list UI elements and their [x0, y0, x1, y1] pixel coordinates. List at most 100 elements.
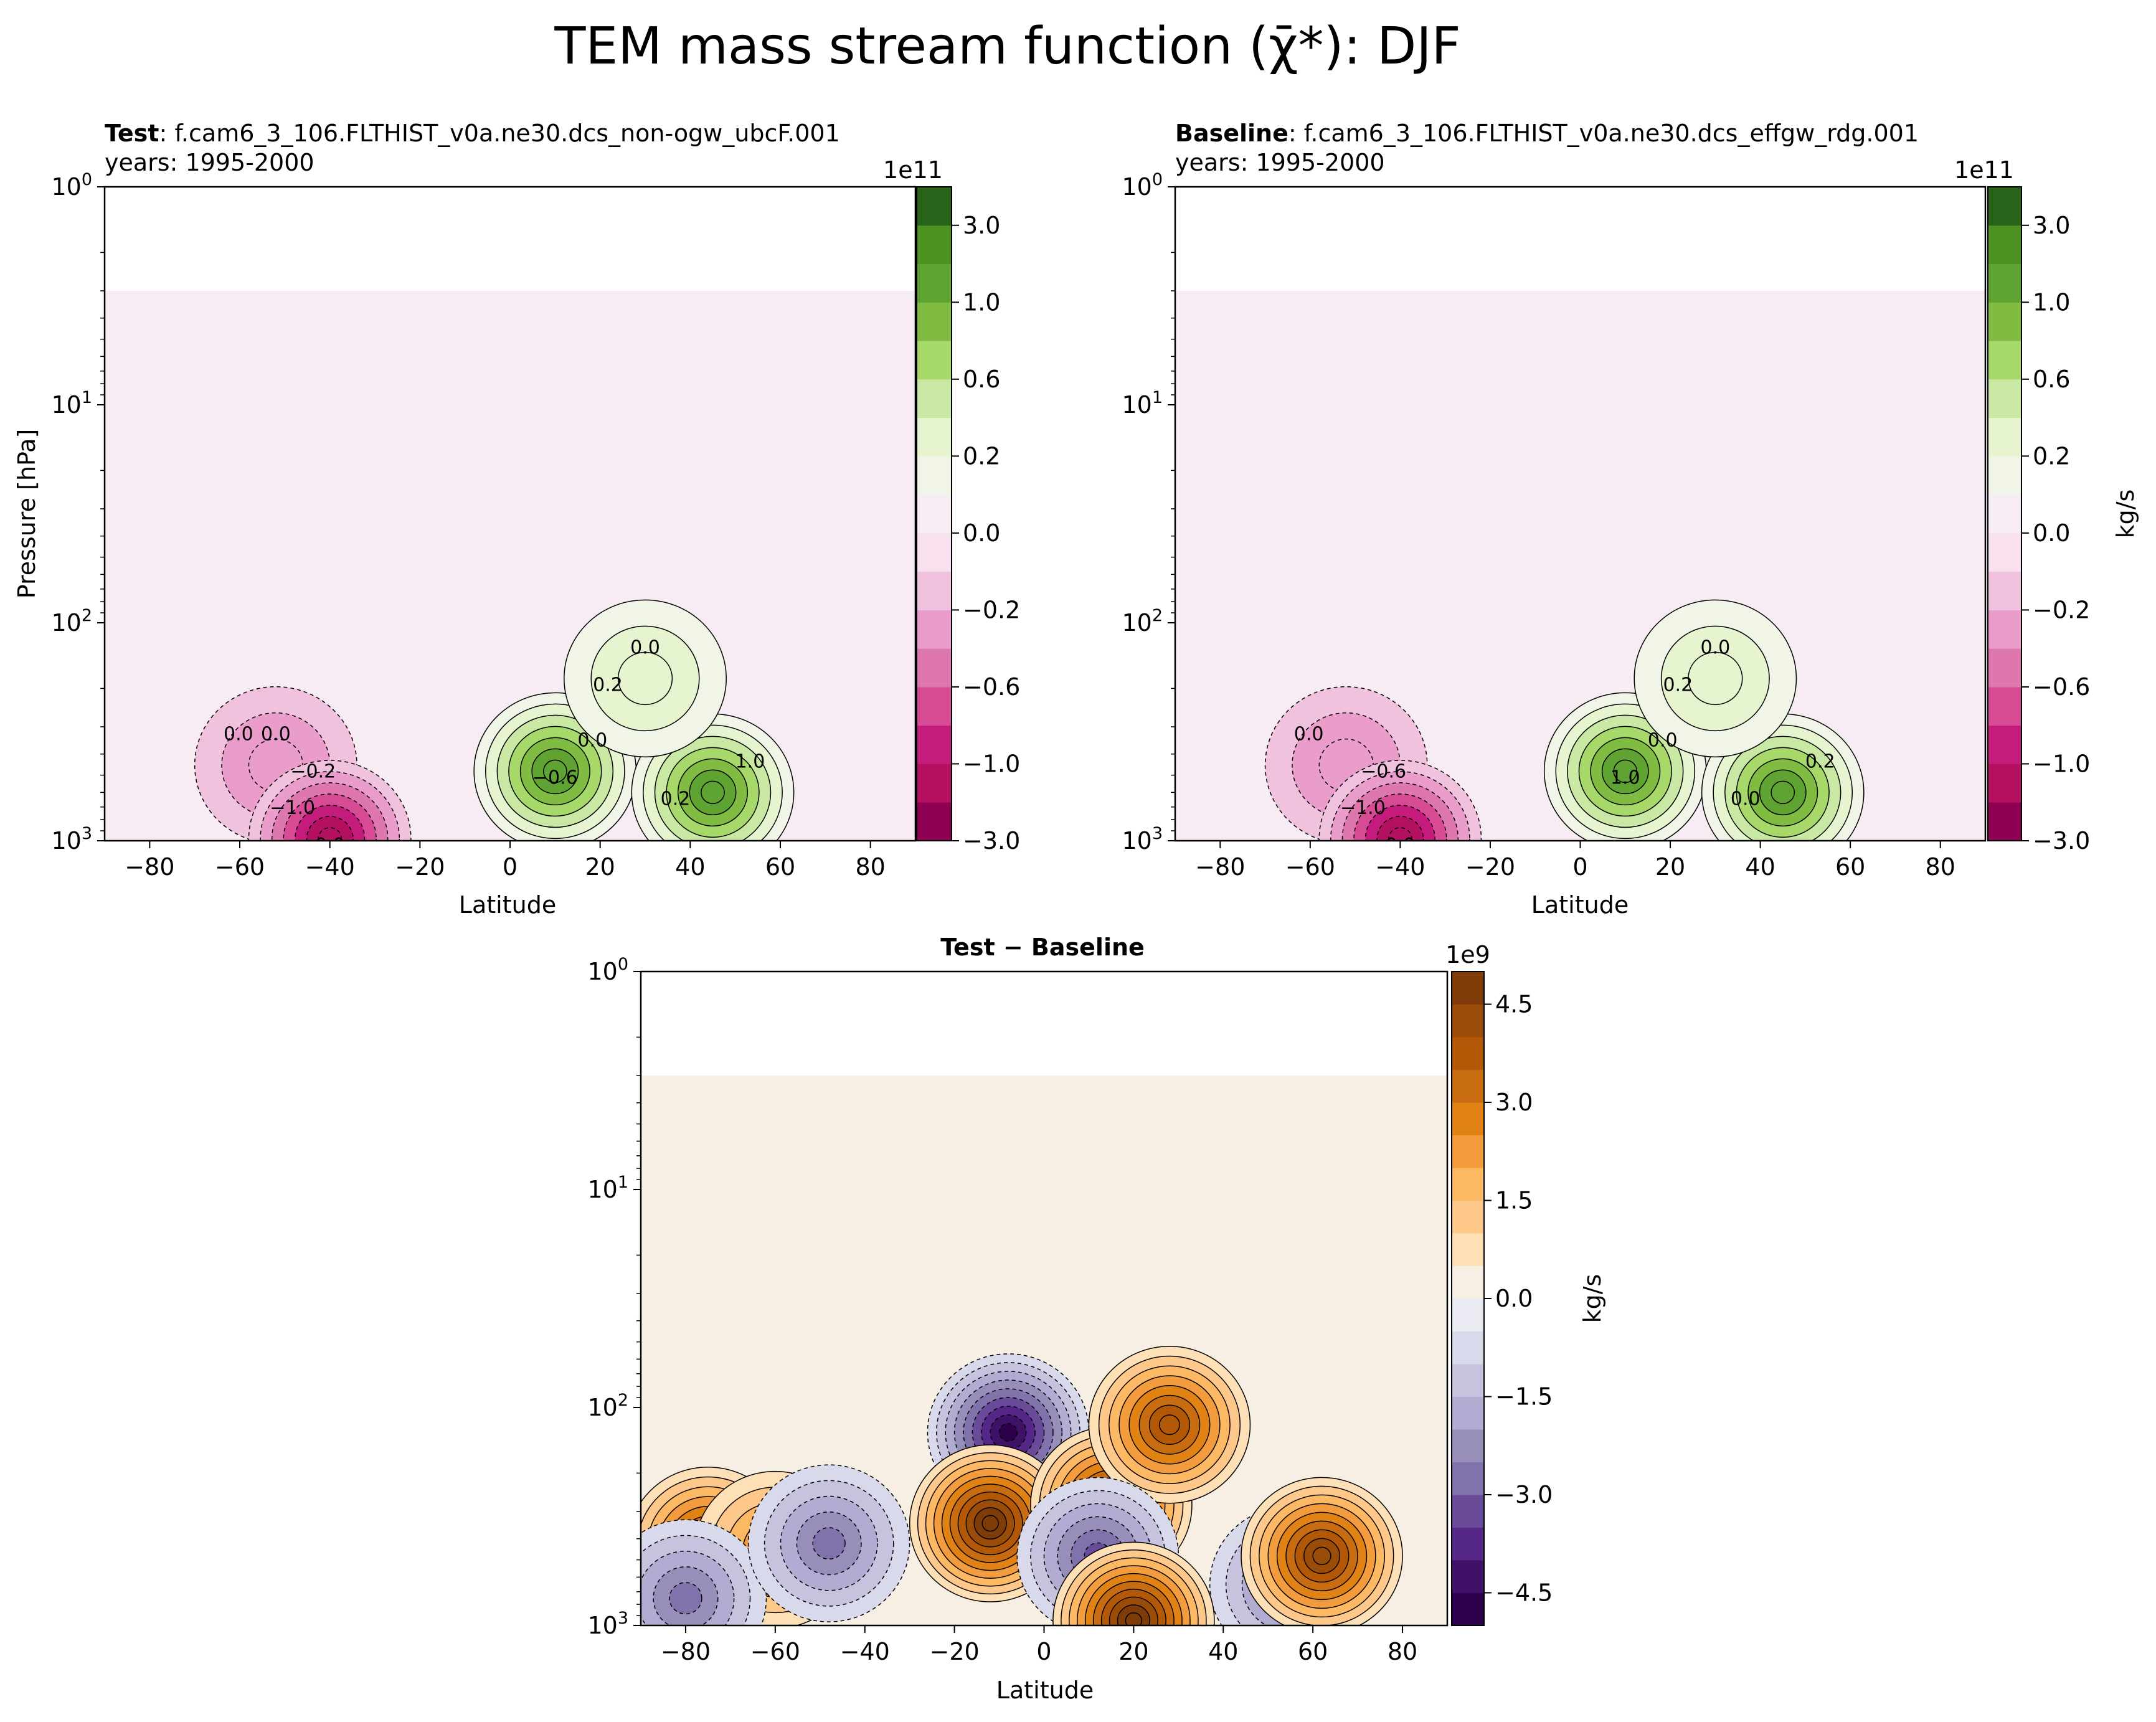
test-contour-mark [542, 759, 567, 783]
test-colorbar-tick-label: 1.0 [963, 288, 1000, 316]
test-colorbar-segment [917, 686, 952, 726]
baseline-contour-label: 0.0 [1700, 636, 1730, 658]
test-ytick-label: 101 [51, 388, 92, 419]
test-ytick-label: 102 [51, 606, 92, 636]
baseline-colorbar-tick-label: 0.0 [2033, 519, 2070, 547]
baseline-contour-mark [1688, 651, 1743, 706]
difference-panel-title: Test − Baseline [940, 934, 1145, 961]
baseline-contour-label: 0.0 [1386, 835, 1416, 856]
test-colorbar-tick-label: −3.0 [963, 827, 1020, 854]
baseline-contour-label: 0.2 [1805, 750, 1835, 772]
difference-contour-mark [981, 1515, 999, 1532]
difference-colorbar-tick-label: −1.5 [1495, 1383, 1553, 1411]
test-xtick-label: −20 [395, 853, 445, 881]
test-panel-years: years: 1995-2000 [105, 149, 314, 176]
difference-colorbar-segment [1452, 1233, 1484, 1266]
baseline-contour-label: −1.0 [1340, 797, 1386, 819]
baseline-contour-mark [1388, 827, 1412, 841]
baseline-xtick-label: −20 [1465, 853, 1515, 881]
test-contour-label: 0.2 [593, 674, 623, 696]
difference-colorbar-tick-label: 4.5 [1495, 991, 1533, 1018]
difference-colorbar-segment [1452, 1462, 1484, 1495]
baseline-colorbar-tick-label: −0.2 [2033, 596, 2090, 623]
test-contour-label: 0.0 [577, 729, 607, 751]
test-colorbar-segment [917, 802, 952, 841]
test-xtick-label: 0 [503, 853, 518, 881]
baseline-colorbar-tick-label: −1.0 [2033, 750, 2090, 777]
test-colorbar-tick-label: 0.0 [963, 519, 1000, 547]
difference-colorbar-segment [1452, 1265, 1484, 1299]
test-contour-mark [318, 827, 343, 841]
test-contour-mark [701, 780, 725, 805]
difference-colorbar: −4.5 −3.0 −1.5 0.0 1.5 3.0 4.5 [1451, 971, 1553, 1626]
baseline-colorbar-segment [1988, 686, 2021, 726]
test-xtick-label: 60 [765, 853, 795, 881]
difference-colorbar-tick-label: −4.5 [1495, 1579, 1553, 1607]
baseline-colorbar-segment [1988, 764, 2021, 803]
test-feature-1 [248, 760, 412, 841]
baseline-xtick-label: 0 [1572, 853, 1587, 881]
test-colorbar-segment [917, 648, 952, 688]
baseline-xtick-label: −60 [1285, 853, 1335, 881]
difference-colorbar-tick-label: 3.0 [1495, 1089, 1533, 1116]
test-contour-label: 0.0 [224, 724, 253, 745]
difference-colorbar-segment [1452, 1429, 1484, 1462]
baseline-contour-mark [1771, 780, 1795, 805]
test-field: 0.0 0.0 0.0 0.2 0.0 −0.2 −1.0 −0.6 1.0 0.2 0.0 [105, 290, 915, 856]
difference-colorbar-segment [1452, 1592, 1484, 1626]
difference-colorbar-segment [1452, 972, 1484, 1005]
test-colorbar-segment [917, 571, 952, 610]
baseline-colorbar-segment [1988, 571, 2021, 610]
baseline-ytick-label: 100 [1122, 170, 1163, 201]
baseline-colorbar-segment [1988, 302, 2021, 341]
baseline-colorbar-segment [1988, 494, 2021, 534]
baseline-contour-label: −0.6 [1361, 761, 1406, 783]
difference-colorbar-label: kg/s [1579, 1274, 1606, 1323]
baseline-colorbar-segment [1988, 263, 2021, 303]
test-colorbar-segment [917, 494, 952, 534]
test-ytick-label: 103 [51, 824, 92, 854]
baseline-contour-label: 0.2 [1663, 674, 1693, 696]
difference-feature-7 [1088, 1345, 1251, 1504]
difference-xtick-label: −80 [661, 1638, 711, 1665]
baseline-contour-label: 1.0 [1610, 767, 1640, 788]
test-xtick-label: −40 [305, 853, 355, 881]
difference-plot-area: −80 −60 −40 −20 0 20 40 60 80 100 101 102 103 [587, 955, 1449, 1665]
difference-colorbar-offset: 1e9 [1445, 941, 1490, 968]
difference-xtick-label: 40 [1208, 1638, 1238, 1665]
test-panel: Test: f.cam6_3_106.FLTHIST_v0a.ne30.dcs_… [13, 120, 1020, 919]
difference-xtick-label: −40 [840, 1638, 890, 1665]
baseline-xtick-label: 60 [1835, 853, 1865, 881]
test-xlabel: Latitude [459, 891, 556, 919]
baseline-ytick-label: 103 [1122, 824, 1163, 854]
test-xtick-label: 40 [675, 853, 705, 881]
difference-ytick-label: 100 [587, 955, 628, 985]
difference-panel: Test − Baseline −80 −60 −40 −20 0 20 40 60 80 100… [587, 934, 1606, 1704]
baseline-xtick-label: −80 [1195, 853, 1245, 881]
baseline-colorbar-segment [1988, 417, 2021, 457]
baseline-colorbar-segment [1988, 456, 2021, 495]
baseline-colorbar-segment [1988, 610, 2021, 649]
difference-colorbar-segment [1452, 1069, 1484, 1103]
difference-ytick-label: 102 [587, 1391, 628, 1421]
test-xtick-label: 80 [855, 853, 885, 881]
baseline-contour-label: 0.0 [1731, 788, 1761, 810]
baseline-colorbar-tick-label: 3.0 [2033, 212, 2070, 239]
test-contour-label: 0.0 [315, 835, 345, 856]
test-colorbar-segment [917, 225, 952, 265]
difference-feature-10 [1241, 1477, 1403, 1625]
baseline-xtick-label: 40 [1745, 853, 1775, 881]
baseline-colorbar-tick-label: 1.0 [2033, 288, 2070, 316]
difference-colorbar-tick-label: 1.5 [1495, 1187, 1533, 1214]
difference-feature-2 [641, 1519, 767, 1625]
difference-colorbar-segment [1452, 1331, 1484, 1365]
test-colorbar-tick-label: −1.0 [963, 750, 1020, 777]
difference-colorbar-segment [1452, 1364, 1484, 1397]
baseline-contour-mark [1613, 759, 1638, 783]
difference-colorbar-tick-label: −3.0 [1495, 1481, 1553, 1508]
test-colorbar-tick-label: −0.2 [963, 596, 1020, 623]
difference-xtick-label: 0 [1036, 1638, 1051, 1665]
difference-xtick-label: −20 [930, 1638, 980, 1665]
difference-contour-mark [1312, 1546, 1331, 1566]
